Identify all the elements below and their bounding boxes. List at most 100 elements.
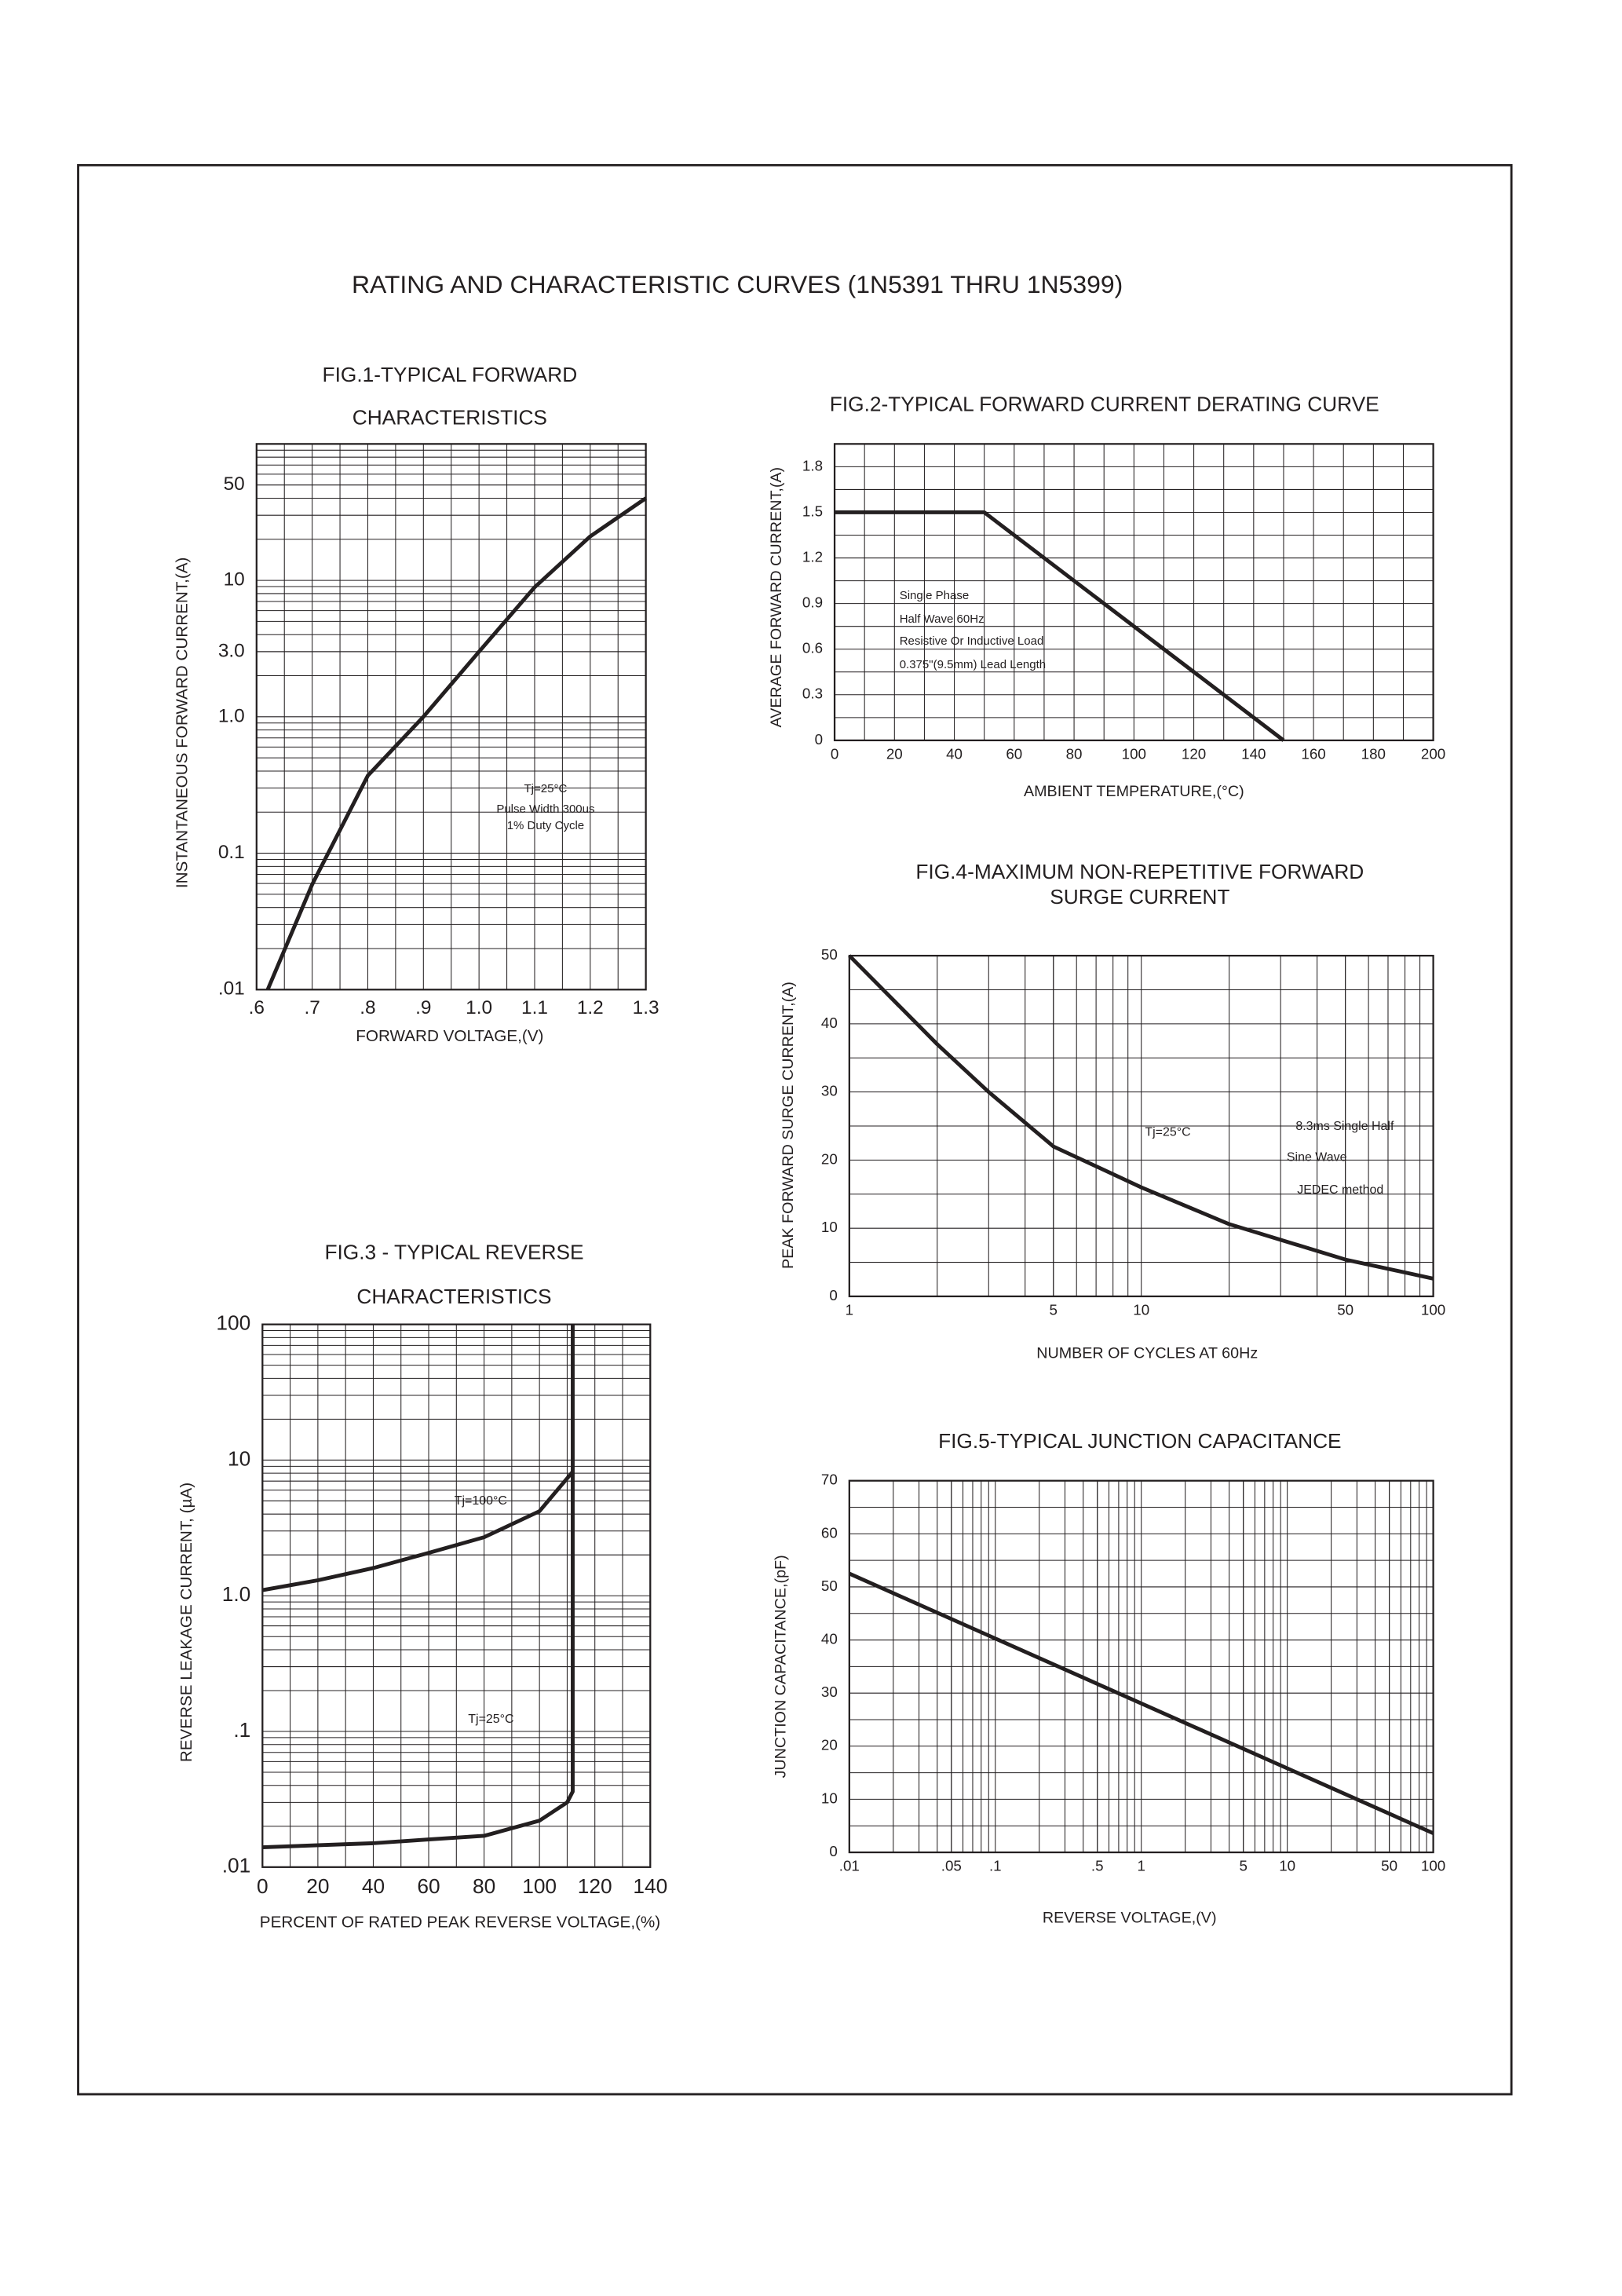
- x-tick-label: 140: [633, 1874, 667, 1898]
- x-tick-label: 1.0: [466, 997, 492, 1018]
- annotation: 8.3ms Single Half: [1295, 1120, 1394, 1133]
- series-label: Tj=25°C: [468, 1713, 513, 1726]
- x-axis-label: AMBIENT TEMPERATURE,(°C): [1024, 783, 1244, 800]
- plot-frame: [848, 1479, 1434, 1854]
- plot-frame: [255, 443, 647, 991]
- x-tick-label: .01: [839, 1858, 860, 1874]
- x-tick-label: 10: [1133, 1302, 1149, 1318]
- x-tick-label: 200: [1421, 746, 1445, 762]
- x-tick-label: 100: [1122, 746, 1146, 762]
- plot-frame: [833, 443, 1434, 741]
- x-tick-label: 0: [831, 746, 838, 762]
- y-tick-label: 40: [821, 1015, 838, 1031]
- chart-title: FIG.1-TYPICAL FORWARD: [323, 363, 578, 386]
- chart-title: CHARACTERISTICS: [353, 405, 547, 429]
- page-frame: [77, 163, 1513, 2096]
- annotation: JEDEC method: [1297, 1183, 1383, 1197]
- y-axis-label: INSTANTANEOUS FORWARD CURRENT,(A): [173, 558, 191, 889]
- x-tick-label: 60: [417, 1874, 440, 1898]
- x-tick-label: 40: [946, 746, 963, 762]
- y-tick-label: 0.9: [802, 594, 823, 611]
- y-tick-label: 10: [821, 1219, 838, 1235]
- y-tick-label: 0: [829, 1287, 837, 1303]
- annotation: 0.375"(9.5mm) Lead Length: [900, 658, 1046, 671]
- y-tick-label: 60: [821, 1524, 838, 1541]
- x-tick-label: 20: [886, 746, 903, 762]
- y-tick-label: 1.8: [802, 457, 823, 473]
- x-tick-label: 120: [578, 1874, 612, 1898]
- chart-title: SURGE CURRENT: [1050, 885, 1229, 909]
- x-axis-label: REVERSE VOLTAGE,(V): [1043, 1910, 1217, 1927]
- y-tick-label: 20: [821, 1150, 838, 1167]
- y-tick-label: 1.2: [802, 549, 823, 565]
- plot-frame: [261, 1323, 652, 1868]
- x-tick-label: 80: [473, 1874, 495, 1898]
- y-tick-label: 1.0: [222, 1582, 251, 1606]
- x-axis-label: FORWARD VOLTAGE,(V): [356, 1027, 543, 1045]
- x-tick-label: 5: [1239, 1858, 1247, 1874]
- x-tick-label: 1.2: [577, 997, 604, 1018]
- x-tick-label: 0: [257, 1874, 269, 1898]
- x-tick-label: 1.3: [633, 997, 659, 1018]
- y-tick-label: 10: [821, 1790, 838, 1806]
- x-tick-label: 1.1: [521, 997, 548, 1018]
- y-tick-label: 0.6: [802, 640, 823, 656]
- annotation: Resistive Or Inductive Load: [900, 634, 1044, 648]
- y-tick-label: 40: [821, 1631, 838, 1647]
- y-tick-label: 0: [815, 731, 823, 748]
- y-tick-label: 10: [224, 569, 245, 590]
- x-tick-label: .7: [304, 997, 320, 1018]
- x-tick-label: 160: [1301, 746, 1325, 762]
- data-line: [848, 1571, 1434, 1835]
- x-axis-label: NUMBER OF CYCLES AT 60Hz: [1036, 1344, 1258, 1362]
- x-tick-label: 40: [362, 1874, 385, 1898]
- series-label: Tj=100°C: [455, 1494, 507, 1508]
- y-tick-label: 50: [224, 473, 245, 495]
- annotation: 1% Duty Cycle: [507, 819, 584, 832]
- data-line: [835, 510, 1285, 742]
- x-tick-label: 5: [1050, 1302, 1058, 1318]
- y-tick-label: 30: [821, 1684, 838, 1700]
- x-tick-label: 100: [522, 1874, 557, 1898]
- x-tick-label: .8: [360, 997, 375, 1018]
- y-tick-label: 50: [821, 946, 838, 963]
- y-tick-label: .01: [218, 978, 245, 1000]
- x-tick-label: .05: [941, 1858, 962, 1874]
- x-tick-label: 1: [846, 1302, 853, 1318]
- x-tick-label: 50: [1381, 1858, 1397, 1874]
- x-tick-label: 100: [1421, 1858, 1445, 1874]
- data-line: [261, 1470, 575, 1592]
- y-tick-label: 30: [821, 1083, 838, 1099]
- x-tick-label: 20: [306, 1874, 329, 1898]
- annotation: Half Wave 60Hz: [900, 612, 985, 626]
- y-tick-label: 10: [228, 1446, 250, 1470]
- x-tick-label: 60: [1006, 746, 1022, 762]
- x-axis-label: PERCENT OF RATED PEAK REVERSE VOLTAGE,(%…: [260, 1914, 660, 1932]
- chart-title: CHARACTERISTICS: [356, 1285, 551, 1308]
- annotation: Tj=25°C: [1145, 1126, 1190, 1139]
- x-tick-label: 100: [1421, 1302, 1445, 1318]
- y-tick-label: 0.1: [218, 842, 245, 863]
- x-tick-label: 120: [1182, 746, 1206, 762]
- y-tick-label: 1.0: [218, 705, 245, 726]
- chart-title: FIG.3 - TYPICAL REVERSE: [324, 1240, 583, 1263]
- y-tick-label: 100: [216, 1311, 250, 1335]
- y-tick-label: .01: [222, 1854, 251, 1877]
- annotation: Single Phase: [900, 589, 970, 602]
- x-tick-label: 140: [1241, 746, 1266, 762]
- y-axis-label: PEAK FORWARD SURGE CURRENT,(A): [780, 982, 797, 1269]
- chart-title: FIG.5-TYPICAL JUNCTION CAPACITANCE: [938, 1429, 1342, 1453]
- x-tick-label: .9: [415, 997, 431, 1018]
- y-tick-label: 3.0: [218, 640, 245, 661]
- y-axis-label: AVERAGE FORWARD CURRENT,(A): [768, 467, 785, 728]
- y-axis-label: JUNCTION CAPACITANCE,(pF): [773, 1555, 790, 1778]
- x-tick-label: 180: [1361, 746, 1386, 762]
- chart-title: FIG.4-MAXIMUM NON-REPETITIVE FORWARD: [915, 860, 1364, 883]
- y-axis-label: REVERSE LEAKAGE CURRENT, (µA): [177, 1483, 195, 1762]
- x-tick-label: 50: [1337, 1302, 1353, 1318]
- y-tick-label: 0: [829, 1843, 837, 1859]
- annotation: Tj=25°C: [524, 782, 568, 795]
- data-line: [848, 954, 1434, 1281]
